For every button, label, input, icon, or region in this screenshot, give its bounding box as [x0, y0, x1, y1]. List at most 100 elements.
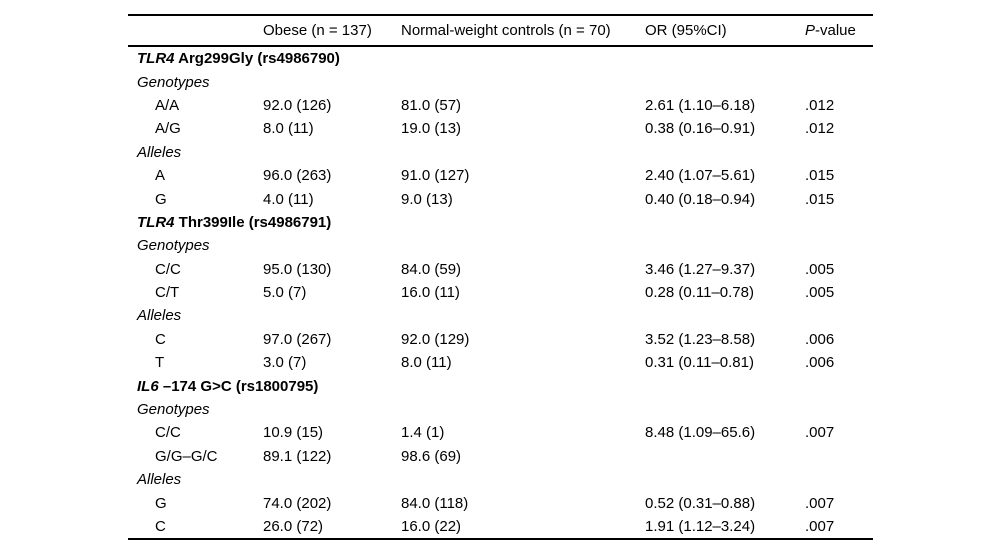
cell-pvalue: .005: [805, 284, 835, 302]
section-title: TLR4 Arg299Gly (rs4986790): [128, 46, 873, 70]
cell-obese: 92.0 (126): [263, 96, 332, 114]
group-label-alleles: Alleles: [137, 471, 182, 489]
group-label-genotypes: Genotypes: [137, 73, 210, 91]
cell-pvalue: .007: [805, 424, 835, 442]
table-row: T 3.0 (7) 8.0 (11) 0.31 (0.11–0.81) .006: [128, 351, 873, 374]
group-label-alleles: Alleles: [137, 143, 182, 161]
group-label-row: Alleles: [128, 468, 873, 491]
group-label-row: Alleles: [128, 304, 873, 327]
row-label: C/C: [155, 260, 181, 278]
table-row: C 26.0 (72) 16.0 (22) 1.91 (1.12–3.24) .…: [128, 515, 873, 539]
cell-or: 3.52 (1.23–8.58): [645, 330, 756, 348]
group-label-row: Genotypes: [128, 398, 873, 421]
cell-pvalue: .012: [805, 96, 835, 114]
cell-controls: 16.0 (22): [401, 518, 462, 535]
table-row: C 97.0 (267) 92.0 (129) 3.52 (1.23–8.58)…: [128, 328, 873, 351]
row-label: G: [155, 494, 167, 512]
cell-controls: 9.0 (13): [401, 190, 453, 208]
group-label-genotypes: Genotypes: [137, 401, 210, 419]
header-pvalue-rest: -value: [815, 22, 856, 39]
cell-controls: 19.0 (13): [401, 120, 462, 138]
section-title: TLR4 Thr399Ile (rs4986791): [128, 211, 873, 234]
cell-controls: 81.0 (57): [401, 96, 462, 114]
cell-pvalue: .007: [805, 518, 835, 535]
group-label-genotypes: Genotypes: [137, 237, 210, 255]
cell-controls: 8.0 (11): [401, 354, 452, 372]
cell-pvalue: .005: [805, 260, 835, 278]
row-label: C: [155, 518, 166, 535]
cell-or: 0.38 (0.16–0.91): [645, 120, 756, 138]
cell-or: 3.46 (1.27–9.37): [645, 260, 756, 278]
cell-obese: 8.0 (11): [263, 120, 314, 138]
cell-obese: 96.0 (263): [263, 167, 332, 185]
section-title: IL6 –174 G>C (rs1800795): [128, 374, 873, 397]
cell-or: 0.28 (0.11–0.78): [645, 284, 754, 302]
table-row: C/T 5.0 (7) 16.0 (11) 0.28 (0.11–0.78) .…: [128, 281, 873, 304]
header-empty: [128, 15, 263, 47]
section-header-row: TLR4 Arg299Gly (rs4986790): [128, 46, 873, 70]
section-header-row: IL6 –174 G>C (rs1800795): [128, 374, 873, 397]
gene-name: IL6: [137, 377, 159, 395]
results-table-container: Obese (n = 137) Normal-weight controls (…: [128, 14, 873, 541]
cell-obese: 3.0 (7): [263, 354, 307, 372]
table-row: A/G 8.0 (11) 19.0 (13) 0.38 (0.16–0.91) …: [128, 117, 873, 140]
header-or: OR (95%CI): [645, 15, 805, 47]
group-label-alleles: Alleles: [137, 307, 182, 325]
header-controls: Normal-weight controls (n = 70): [401, 15, 645, 47]
cell-obese: 5.0 (7): [263, 284, 307, 302]
table-row: C/C 95.0 (130) 84.0 (59) 3.46 (1.27–9.37…: [128, 258, 873, 281]
cell-pvalue: .012: [805, 120, 835, 138]
cell-obese: 4.0 (11): [263, 190, 314, 208]
gene-name: TLR4: [137, 50, 175, 68]
row-label: A: [155, 167, 166, 185]
row-label: A/A: [155, 96, 180, 114]
row-label: T: [155, 354, 165, 372]
cell-or: [645, 445, 805, 468]
genotype-association-table: Obese (n = 137) Normal-weight controls (…: [128, 14, 873, 541]
cell-or: 2.40 (1.07–5.61): [645, 167, 756, 185]
cell-obese: 89.1 (122): [263, 447, 332, 465]
row-label: C/C: [155, 424, 181, 442]
cell-or: 0.40 (0.18–0.94): [645, 190, 756, 208]
row-label: C: [155, 330, 166, 348]
table-row: A/A 92.0 (126) 81.0 (57) 2.61 (1.10–6.18…: [128, 94, 873, 117]
header-pvalue: P-value: [805, 15, 873, 47]
row-label: G: [155, 190, 167, 208]
cell-controls: 16.0 (11): [401, 284, 460, 302]
cell-obese: 74.0 (202): [263, 494, 332, 512]
cell-controls: 84.0 (118): [401, 494, 469, 512]
cell-or: 1.91 (1.12–3.24): [645, 518, 756, 535]
cell-pvalue: .006: [805, 330, 835, 348]
cell-obese: 97.0 (267): [263, 330, 332, 348]
row-label: A/G: [155, 120, 181, 138]
header-row: Obese (n = 137) Normal-weight controls (…: [128, 15, 873, 47]
header-obese: Obese (n = 137): [263, 15, 401, 47]
cell-controls: 1.4 (1): [401, 424, 445, 442]
table-header: Obese (n = 137) Normal-weight controls (…: [128, 15, 873, 47]
cell-pvalue: .015: [805, 167, 835, 185]
cell-controls: 84.0 (59): [401, 260, 462, 278]
cell-pvalue: .006: [805, 354, 835, 372]
cell-or: 8.48 (1.09–65.6): [645, 424, 756, 442]
cell-obese: 10.9 (15): [263, 424, 324, 442]
cell-obese: 26.0 (72): [263, 518, 324, 535]
group-label-row: Genotypes: [128, 70, 873, 93]
table-row: G/G–G/C 89.1 (122) 98.6 (69): [128, 445, 873, 468]
table-body: TLR4 Arg299Gly (rs4986790) Genotypes A/A…: [128, 46, 873, 539]
cell-or: 0.31 (0.11–0.81): [645, 354, 754, 372]
cell-controls: 98.6 (69): [401, 447, 462, 465]
section-title-rest: Thr399Ile (rs4986791): [178, 213, 332, 231]
group-label-row: Alleles: [128, 141, 873, 164]
cell-controls: 92.0 (129): [401, 330, 470, 348]
row-label: C/T: [155, 284, 180, 302]
section-title-rest: –174 G>C (rs1800795): [162, 377, 319, 395]
cell-controls: 91.0 (127): [401, 167, 470, 185]
table-row: G 4.0 (11) 9.0 (13) 0.40 (0.18–0.94) .01…: [128, 187, 873, 210]
row-label: G/G–G/C: [155, 447, 218, 465]
section-header-row: TLR4 Thr399Ile (rs4986791): [128, 211, 873, 234]
table-row: A 96.0 (263) 91.0 (127) 2.40 (1.07–5.61)…: [128, 164, 873, 187]
cell-obese: 95.0 (130): [263, 260, 332, 278]
cell-or: 2.61 (1.10–6.18): [645, 96, 756, 114]
cell-or: 0.52 (0.31–0.88): [645, 494, 756, 512]
